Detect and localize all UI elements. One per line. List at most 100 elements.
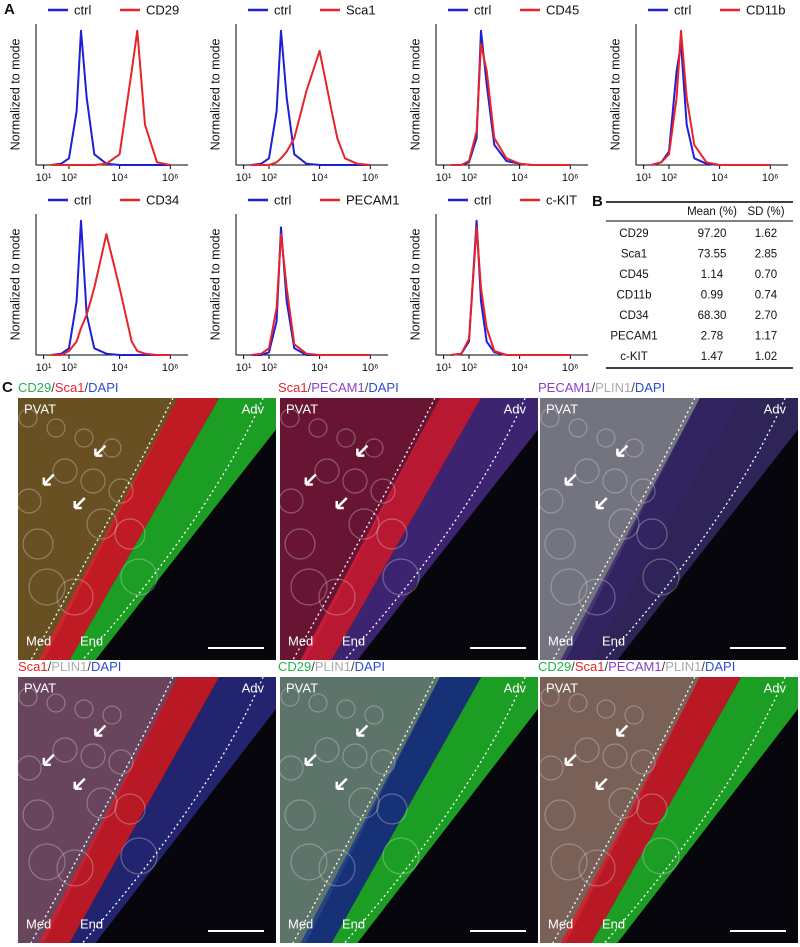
x-tick-label: 10¹ — [236, 362, 252, 374]
table-cell: 97.20 — [698, 228, 727, 240]
table-cell: 2.70 — [755, 310, 777, 322]
region-label: Med — [26, 916, 51, 931]
micrograph: PVAT Adv Med End — [540, 677, 798, 943]
adipocyte — [370, 749, 396, 775]
arrow — [94, 444, 107, 457]
adipocyte — [74, 428, 94, 448]
adipocyte — [336, 428, 356, 448]
pvat-region — [18, 398, 178, 660]
boundary-line — [292, 398, 436, 660]
x-tick-label: 10⁶ — [562, 362, 579, 374]
x-tick-label: 10¹ — [36, 172, 52, 184]
table-cell: 2.85 — [755, 249, 777, 261]
image-title: CD29/Sca1/PECAM1/PLIN1/DAPI — [538, 659, 735, 674]
region-label: End — [342, 633, 365, 648]
adipocyte — [550, 568, 588, 606]
arrow — [616, 724, 629, 737]
adipocyte — [382, 558, 420, 596]
arrow — [335, 497, 348, 510]
title-part: / — [308, 380, 312, 395]
vessel-band — [69, 398, 276, 660]
table-cell: CD11b — [617, 290, 652, 302]
region-label: Med — [548, 916, 573, 931]
legend-label: CD11b — [746, 2, 786, 17]
x-tick-label: 10¹ — [36, 362, 52, 374]
title-part: Sca1 — [278, 380, 308, 395]
table-cell: 0.74 — [755, 290, 778, 302]
adipocyte — [80, 743, 106, 769]
boundary-line — [82, 398, 264, 660]
arrow — [304, 753, 317, 767]
title-part: / — [662, 659, 666, 674]
arrow — [595, 497, 608, 510]
legend-label: ctrl — [74, 2, 91, 17]
x-tick-label: 10⁴ — [311, 172, 328, 184]
y-axis-label: Normalized to mode — [8, 39, 22, 151]
adipocyte — [540, 755, 564, 781]
title-part: PLIN1 — [51, 659, 87, 674]
title-part: PLIN1 — [315, 659, 351, 674]
region-label: Med — [548, 633, 573, 648]
image-title: Sca1/PECAM1/DAPI — [278, 380, 399, 395]
adipocyte — [630, 478, 656, 504]
title-part: / — [87, 659, 91, 674]
x-tick-label: 10⁶ — [362, 172, 379, 184]
legend-label: CD45 — [546, 2, 579, 17]
adipocyte — [364, 705, 384, 725]
adipocyte — [578, 849, 616, 887]
boundary-line — [344, 398, 526, 660]
region-label: End — [602, 633, 625, 648]
y-axis-label: Normalized to mode — [408, 229, 422, 341]
adipocyte — [284, 799, 316, 831]
adipocyte — [18, 687, 38, 707]
x-tick-label: 10⁴ — [111, 362, 128, 374]
x-tick-label: 10⁶ — [362, 362, 379, 374]
region-label: PVAT — [546, 401, 578, 416]
panel-letter: A — [4, 1, 15, 18]
region-label: PVAT — [286, 401, 318, 416]
table-cell: 0.99 — [701, 290, 723, 302]
adipocyte — [46, 693, 66, 713]
adipocyte — [642, 837, 680, 875]
adipocyte — [280, 687, 300, 707]
adipocyte — [376, 793, 408, 825]
y-axis-label: Normalized to mode — [208, 229, 222, 341]
image-title: PECAM1/PLIN1/DAPI — [538, 380, 665, 395]
boundary-line — [604, 677, 786, 943]
legend-label: ctrl — [674, 2, 691, 17]
adipocyte — [348, 508, 380, 540]
boundary-line — [82, 677, 264, 943]
media-band — [560, 677, 742, 943]
title-part: / — [701, 659, 705, 674]
title-part: / — [311, 659, 315, 674]
x-tick-label: 10² — [461, 362, 477, 374]
adipocyte — [642, 558, 680, 596]
title-part: / — [351, 659, 355, 674]
title-part: DAPI — [88, 380, 118, 395]
vessel-band — [331, 398, 538, 660]
vessel-band — [69, 677, 276, 943]
image-title: Sca1/PLIN1/DAPI — [18, 659, 121, 674]
adipocyte — [18, 408, 38, 428]
arrow — [564, 473, 577, 486]
adipocyte — [284, 528, 316, 560]
adipocyte — [108, 478, 134, 504]
image-title: CD29/Sca1/DAPI — [18, 380, 118, 395]
table-cell: 1.47 — [701, 351, 723, 363]
histogram-line — [251, 226, 371, 356]
pvat-region — [280, 398, 440, 660]
histogram-line — [451, 29, 571, 166]
adipocyte — [336, 699, 356, 719]
adipocyte — [596, 428, 616, 448]
vessel-band — [331, 677, 538, 943]
x-tick-label: 10⁴ — [511, 172, 528, 184]
arrow — [304, 473, 317, 486]
adipocyte — [28, 568, 66, 606]
x-tick-label: 10¹ — [236, 172, 252, 184]
adipocyte — [308, 693, 328, 713]
boundary-line — [30, 398, 174, 660]
pvat-region — [540, 677, 700, 943]
adipocyte — [544, 528, 576, 560]
legend-label: ctrl — [474, 192, 491, 207]
